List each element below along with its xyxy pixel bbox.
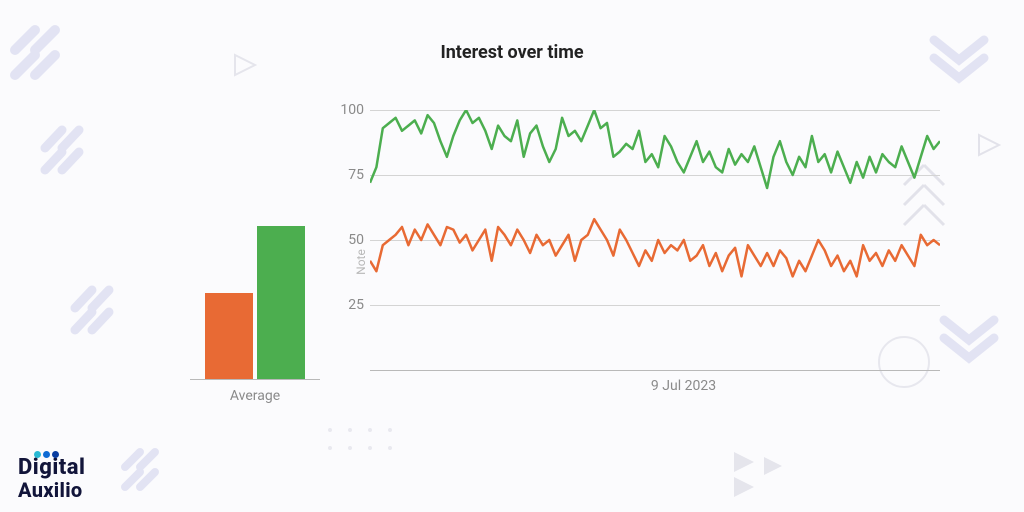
x-axis-tick-label: 9 Jul 2023 [651,378,716,394]
logo-dot [43,451,50,458]
y-axis-rotated-label: Note [354,249,368,275]
bar-chart-average: Average [190,200,320,400]
logo-dot [34,451,41,458]
decor-chevrons [120,442,175,502]
decor-triangle [974,130,1004,160]
line-series-orange [370,219,940,276]
bar [257,226,305,379]
y-axis-tick-label: 100 [330,102,370,118]
line-series-green [370,110,940,188]
decor-dots [320,420,420,460]
x-axis [370,370,940,371]
decor-chevrons [40,120,100,190]
decor-chevrons [70,280,130,350]
line-chart: 255075100 Note 9 Jul 2023 [370,110,940,400]
y-axis-tick-label: 50 [330,232,370,248]
bar-area [190,200,320,380]
bar [205,293,253,379]
logo-dots-icon [34,451,59,458]
logo-line2: Auxilio [18,480,85,500]
logo-line1: Digital [18,455,85,480]
line-plot [370,110,940,370]
decor-chevrons-down [934,310,1014,370]
chart-title: Interest over time [0,42,1024,63]
bar-chart-label: Average [190,388,320,404]
decor-triangles [724,442,844,502]
logo-dot [52,451,59,458]
y-axis-tick-label: 75 [330,167,370,183]
brand-logo: Digital Auxilio [18,457,85,500]
y-axis-tick-label: 25 [330,297,370,313]
